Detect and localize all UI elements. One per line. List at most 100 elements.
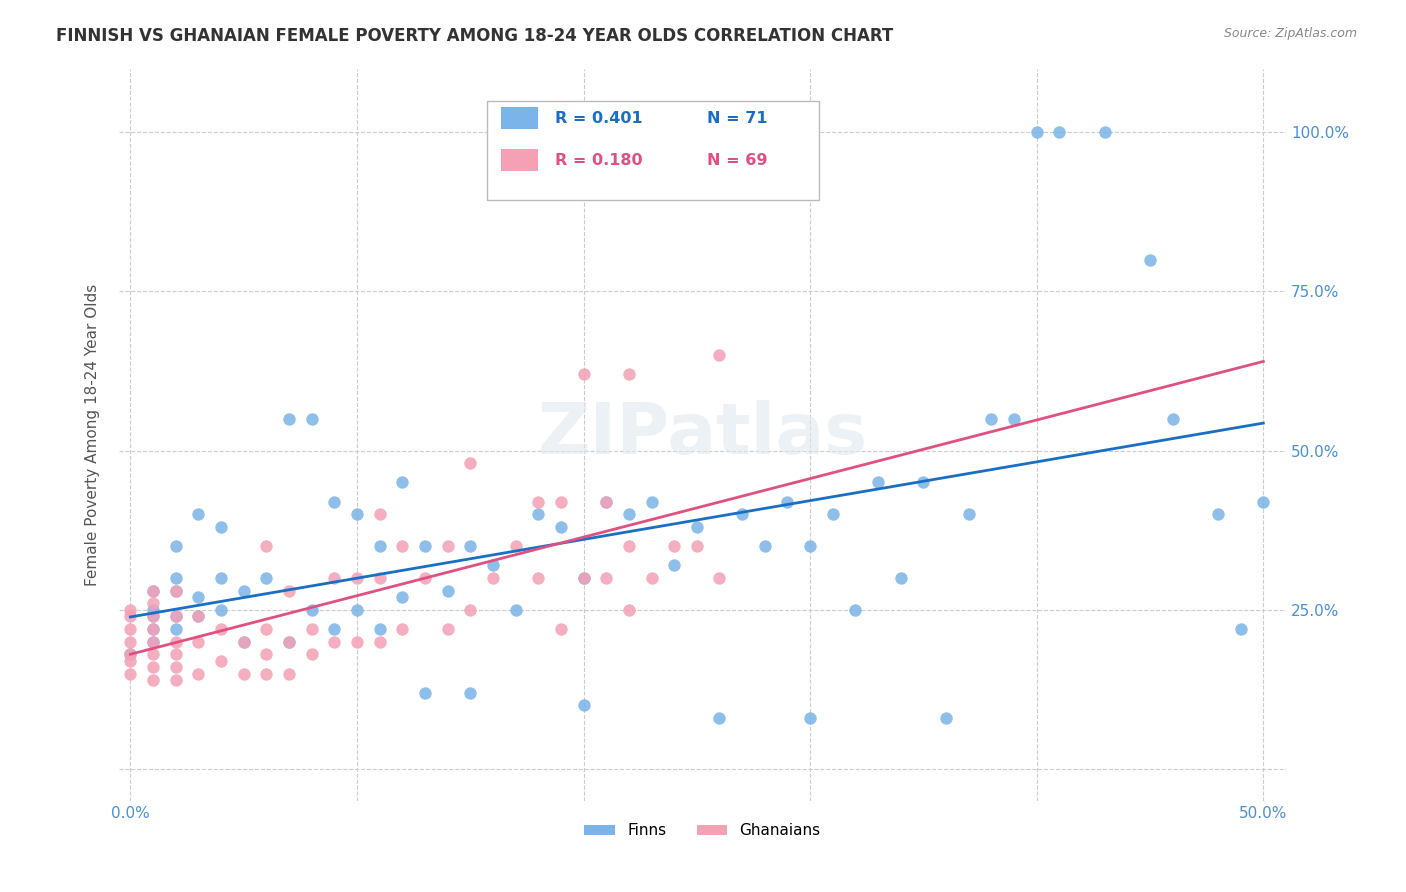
Point xyxy=(799,711,821,725)
Point xyxy=(595,571,617,585)
Point xyxy=(368,539,391,553)
Point xyxy=(1047,125,1070,139)
Point xyxy=(957,508,980,522)
Point xyxy=(165,571,187,585)
Point xyxy=(254,666,277,681)
Point xyxy=(209,520,232,534)
Point xyxy=(368,622,391,636)
Point xyxy=(165,634,187,648)
Point xyxy=(458,539,481,553)
Point xyxy=(391,590,413,604)
Point xyxy=(187,609,209,624)
Point xyxy=(595,494,617,508)
Point xyxy=(912,475,935,490)
Point xyxy=(1161,411,1184,425)
Point xyxy=(142,609,165,624)
Point xyxy=(595,494,617,508)
FancyBboxPatch shape xyxy=(486,102,820,201)
Point xyxy=(844,603,866,617)
Point xyxy=(165,583,187,598)
Point xyxy=(1025,125,1047,139)
Point xyxy=(346,634,368,648)
Point xyxy=(232,634,254,648)
Point xyxy=(391,539,413,553)
Point xyxy=(301,622,323,636)
Point xyxy=(209,654,232,668)
Point xyxy=(1253,494,1275,508)
Point xyxy=(709,348,731,362)
Point xyxy=(142,673,165,687)
Point xyxy=(120,609,142,624)
Point xyxy=(1094,125,1116,139)
Point xyxy=(165,539,187,553)
Text: R = 0.401: R = 0.401 xyxy=(555,111,643,126)
Point xyxy=(232,666,254,681)
Point xyxy=(254,539,277,553)
Point xyxy=(391,475,413,490)
Point xyxy=(254,648,277,662)
Point xyxy=(868,475,890,490)
Point xyxy=(550,622,572,636)
Point xyxy=(165,622,187,636)
Point xyxy=(572,698,595,713)
Point xyxy=(187,609,209,624)
FancyBboxPatch shape xyxy=(501,107,538,129)
Point xyxy=(458,685,481,699)
Point xyxy=(209,622,232,636)
Point xyxy=(142,622,165,636)
Point xyxy=(232,583,254,598)
Y-axis label: Female Poverty Among 18-24 Year Olds: Female Poverty Among 18-24 Year Olds xyxy=(86,284,100,586)
Point xyxy=(391,622,413,636)
Point xyxy=(640,494,662,508)
Point xyxy=(232,634,254,648)
Point xyxy=(709,571,731,585)
Point xyxy=(505,603,527,617)
Point xyxy=(165,583,187,598)
Point xyxy=(1139,252,1161,267)
Point xyxy=(346,508,368,522)
Point xyxy=(120,648,142,662)
Point xyxy=(142,622,165,636)
FancyBboxPatch shape xyxy=(501,149,538,171)
Point xyxy=(617,603,640,617)
Point xyxy=(664,539,686,553)
Text: FINNISH VS GHANAIAN FEMALE POVERTY AMONG 18-24 YEAR OLDS CORRELATION CHART: FINNISH VS GHANAIAN FEMALE POVERTY AMONG… xyxy=(56,27,893,45)
Point xyxy=(120,634,142,648)
Point xyxy=(254,571,277,585)
Point xyxy=(686,520,709,534)
Point xyxy=(413,539,436,553)
Point xyxy=(346,603,368,617)
Point xyxy=(278,666,301,681)
Point xyxy=(165,673,187,687)
Point xyxy=(572,571,595,585)
Point xyxy=(935,711,957,725)
Point xyxy=(617,539,640,553)
Point xyxy=(120,603,142,617)
Point xyxy=(572,368,595,382)
Point xyxy=(368,634,391,648)
Point xyxy=(482,558,505,573)
Point xyxy=(436,583,458,598)
Point xyxy=(527,571,550,585)
Point xyxy=(165,609,187,624)
Point xyxy=(301,648,323,662)
Point xyxy=(187,666,209,681)
Point xyxy=(187,634,209,648)
Text: N = 71: N = 71 xyxy=(707,111,768,126)
Point xyxy=(368,508,391,522)
Point xyxy=(686,539,709,553)
Point xyxy=(640,571,662,585)
Point xyxy=(142,660,165,674)
Text: R = 0.180: R = 0.180 xyxy=(555,153,643,168)
Point xyxy=(165,660,187,674)
Text: Source: ZipAtlas.com: Source: ZipAtlas.com xyxy=(1223,27,1357,40)
Point xyxy=(323,494,346,508)
Point xyxy=(120,666,142,681)
Point xyxy=(1229,622,1251,636)
Point xyxy=(890,571,912,585)
Point xyxy=(254,622,277,636)
Point xyxy=(505,539,527,553)
Point xyxy=(278,634,301,648)
Point xyxy=(323,622,346,636)
Point xyxy=(436,622,458,636)
